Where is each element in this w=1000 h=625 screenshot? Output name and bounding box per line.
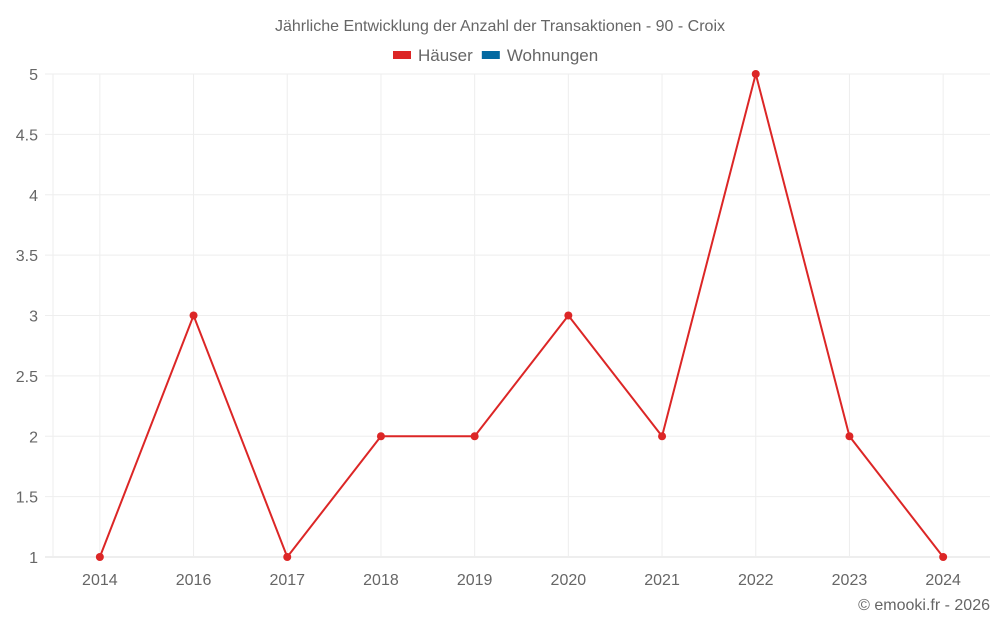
x-tick-label: 2018 xyxy=(363,572,399,589)
legend-label-0[interactable]: Häuser xyxy=(418,46,473,65)
y-tick-label: 3.5 xyxy=(16,248,38,265)
y-tick-label: 2.5 xyxy=(16,369,38,386)
y-axis: 1 1.5 2 2.5 3 3.5 4 4.5 5 xyxy=(16,67,38,567)
x-tick-label: 2020 xyxy=(551,572,587,589)
series xyxy=(95,70,948,561)
y-tick-label: 1.5 xyxy=(16,490,38,507)
x-tick-label: 2021 xyxy=(644,572,680,589)
data-point[interactable] xyxy=(751,70,760,78)
y-tick-label: 2 xyxy=(29,429,38,446)
data-point[interactable] xyxy=(283,553,292,561)
y-tick-label: 4 xyxy=(29,188,38,205)
x-tick-label: 2024 xyxy=(925,572,961,589)
data-point[interactable] xyxy=(189,311,198,320)
x-tick-label: 2016 xyxy=(176,572,212,589)
data-point[interactable] xyxy=(376,432,385,441)
x-axis: 2014 2016 2017 2018 2019 2020 2021 2022 2023 2024 xyxy=(82,572,961,589)
data-point[interactable] xyxy=(470,432,479,441)
chart-title: Jährliche Entwicklung der Anzahl der Tra… xyxy=(275,18,725,35)
y-tick-label: 5 xyxy=(29,67,38,84)
legend-swatch-0 xyxy=(393,51,411,59)
y-tick-label: 3 xyxy=(29,309,38,326)
data-point[interactable] xyxy=(939,553,948,561)
data-point[interactable] xyxy=(564,311,573,320)
x-tick-label: 2023 xyxy=(832,572,868,589)
credit: © emooki.fr - 2026 xyxy=(858,597,990,614)
x-tick-label: 2014 xyxy=(82,572,118,589)
legend: Häuser Wohnungen xyxy=(393,46,598,65)
series-line-0 xyxy=(98,70,944,560)
x-tick-label: 2022 xyxy=(738,572,774,589)
grid xyxy=(45,73,990,558)
x-tick-label: 2019 xyxy=(457,572,493,589)
y-tick-label: 1 xyxy=(29,550,38,567)
data-point[interactable] xyxy=(658,432,667,441)
x-tick-label: 2017 xyxy=(269,572,305,589)
legend-swatch-1 xyxy=(481,51,500,59)
y-tick-label: 4.5 xyxy=(16,127,38,144)
data-point[interactable] xyxy=(845,432,854,441)
legend-label-1[interactable]: Wohnungen xyxy=(507,46,598,65)
data-point[interactable] xyxy=(95,553,104,561)
